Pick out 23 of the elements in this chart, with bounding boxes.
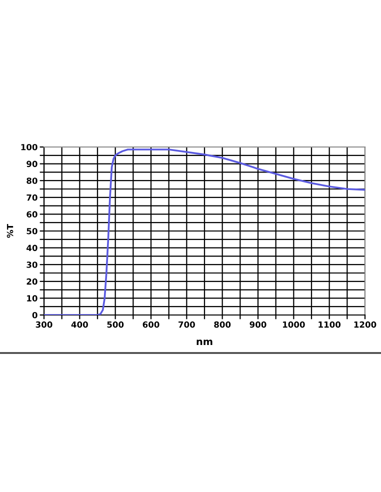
x-tick-label: 300 <box>36 321 52 328</box>
x-tick-label: 500 <box>107 321 124 328</box>
x-tick-label: 1100 <box>318 321 341 328</box>
x-tick-label: 400 <box>71 321 88 328</box>
y-tick-label: 70 <box>26 194 38 201</box>
x-tick-label: 800 <box>214 321 231 328</box>
y-tick-label: 90 <box>26 160 38 168</box>
x-tick-label: 1000 <box>283 321 305 328</box>
x-axis-title: nm <box>196 340 212 346</box>
y-tick-label: 20 <box>26 278 38 285</box>
x-tick-label: 700 <box>178 321 195 328</box>
y-tick-label: 50 <box>26 228 38 234</box>
x-tick-label: 600 <box>142 321 160 328</box>
x-tick-label: 1200 <box>354 321 376 328</box>
y-tick-label: 40 <box>26 244 38 252</box>
y-tick-label: 60 <box>26 211 38 218</box>
y-tick-label: 80 <box>26 178 38 184</box>
y-tick-label: 10 <box>27 295 38 302</box>
y-tick-label: 100 <box>21 144 38 150</box>
x-tick-label: 900 <box>250 321 266 328</box>
y-axis-title: %T <box>6 224 14 238</box>
y-tick-label: 0 <box>32 312 38 318</box>
y-tick-label: 30 <box>26 262 38 268</box>
